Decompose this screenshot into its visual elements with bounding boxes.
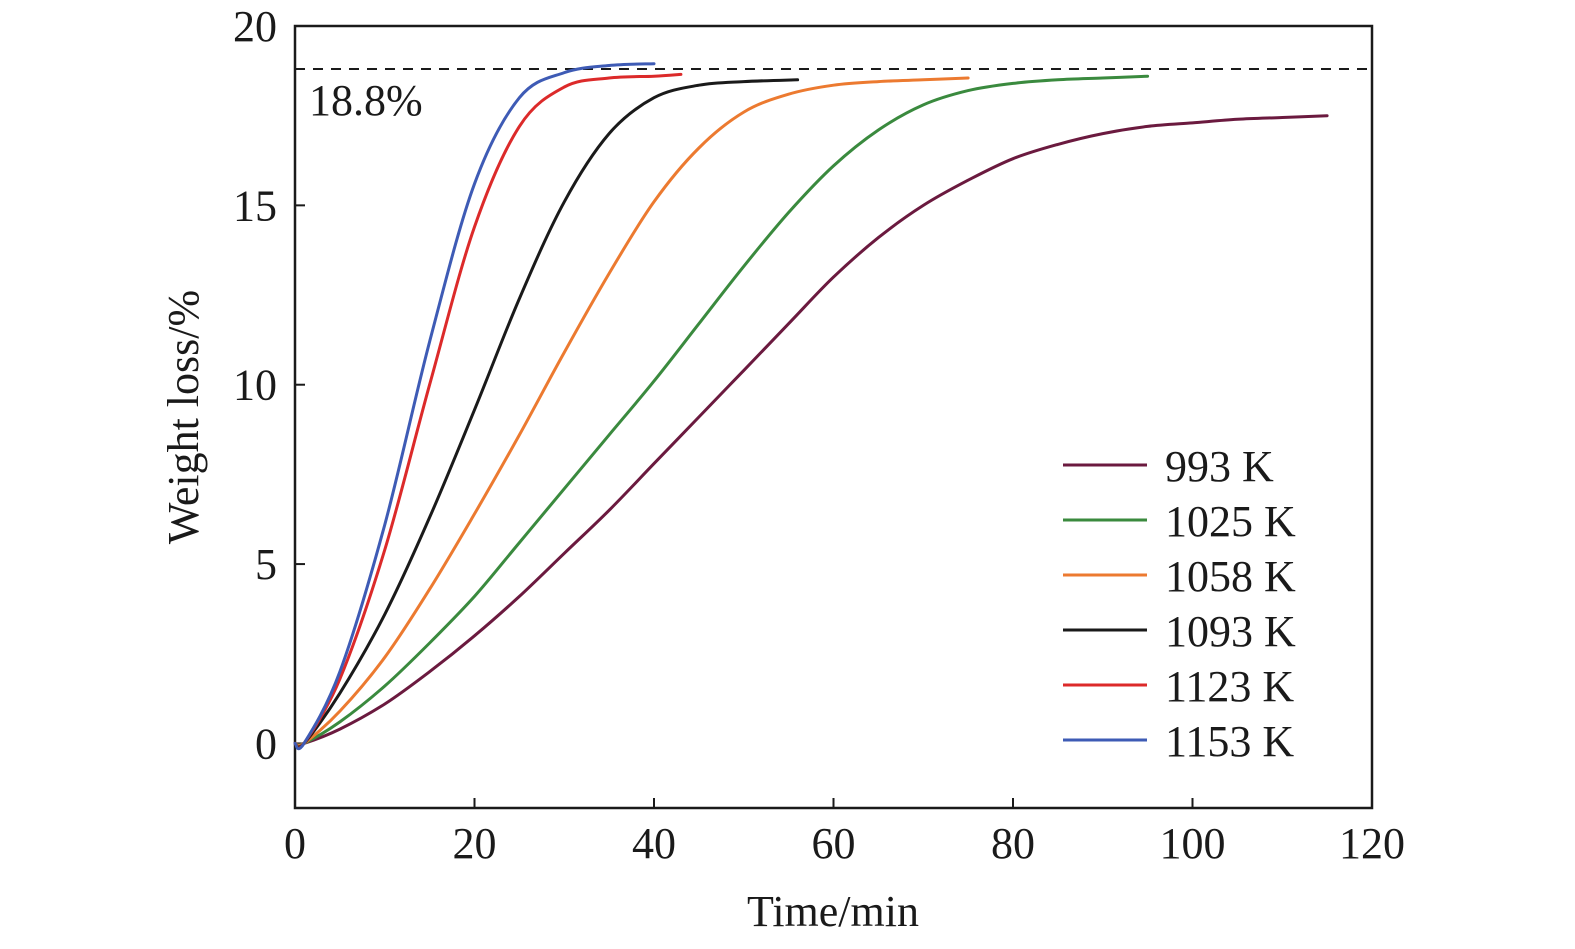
legend-label-1123-k: 1123 K <box>1165 662 1294 711</box>
legend-label-1093-k: 1093 K <box>1165 607 1296 656</box>
y-tick-label: 5 <box>255 540 277 589</box>
x-tick-label: 40 <box>632 819 676 868</box>
legend-label-1025-k: 1025 K <box>1165 497 1296 546</box>
series-line-1123-k <box>293 72 683 750</box>
legend-label-1153-k: 1153 K <box>1165 717 1294 766</box>
x-tick-label: 120 <box>1339 819 1405 868</box>
reference-line-label: 18.8% <box>309 76 423 125</box>
y-tick-label: 20 <box>233 2 277 51</box>
legend-label-993-k: 993 K <box>1165 442 1274 491</box>
legend-label-1058-k: 1058 K <box>1165 552 1296 601</box>
series-line-993-k <box>293 114 1329 746</box>
series-line-1025-k <box>293 74 1150 747</box>
legend: 993 K 1025 K 1058 K 1093 K 1123 K 1153 K <box>1063 442 1296 766</box>
x-tick-label: 60 <box>812 819 856 868</box>
series-line-1153-k <box>293 62 656 751</box>
series-line-1093-k <box>293 78 800 749</box>
x-tick-label: 100 <box>1160 819 1226 868</box>
y-tick-label: 15 <box>233 181 277 230</box>
y-axis-ticks: 0 5 10 15 20 <box>233 2 305 768</box>
y-tick-label: 10 <box>233 361 277 410</box>
x-axis-label: Time/min <box>747 887 919 936</box>
x-axis-ticks: 0 20 40 60 80 100 120 <box>284 798 1405 868</box>
x-tick-label: 80 <box>991 819 1035 868</box>
y-axis-label: Weight loss/% <box>159 290 208 544</box>
x-tick-label: 20 <box>453 819 497 868</box>
series-line-1058-k <box>293 76 970 748</box>
series-lines <box>293 62 1329 751</box>
y-tick-label: 0 <box>255 719 277 768</box>
x-tick-label: 0 <box>284 819 306 868</box>
